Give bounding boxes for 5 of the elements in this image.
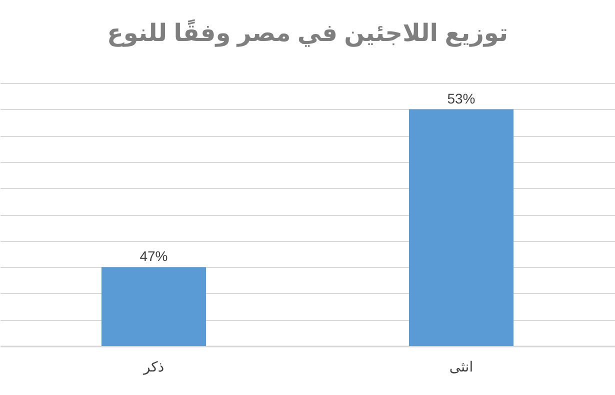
- data-label: 53%: [447, 90, 476, 106]
- data-label: 47%: [140, 248, 168, 264]
- x-tick-label: ذكر: [142, 358, 164, 376]
- chart-title: توزيع اللاجئين في مصر وفقًا للنوع: [107, 18, 508, 47]
- x-tick-label: انثى: [449, 358, 474, 374]
